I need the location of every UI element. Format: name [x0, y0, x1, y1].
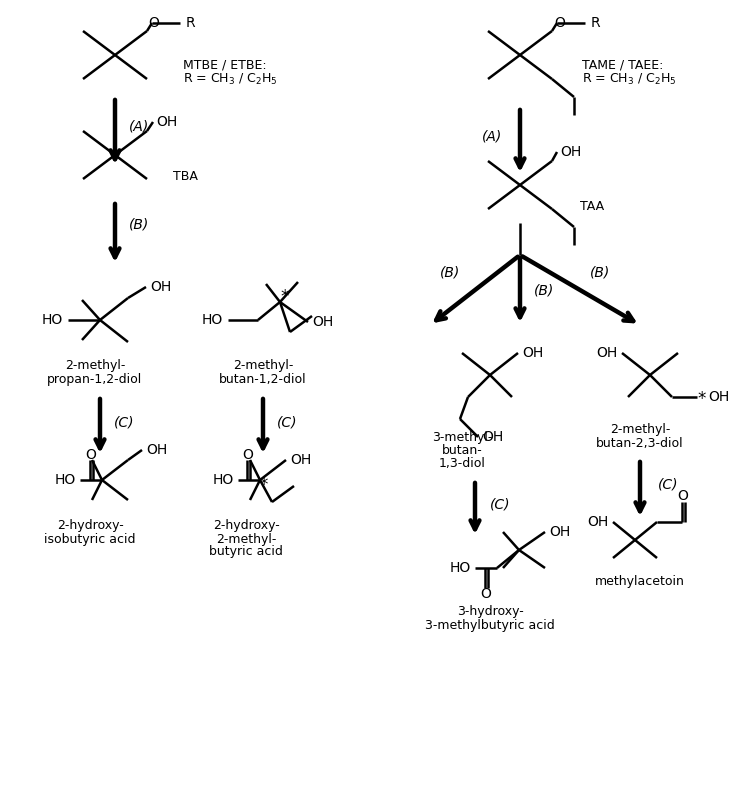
Text: OH: OH	[146, 443, 168, 457]
Text: isobutyric acid: isobutyric acid	[44, 533, 136, 545]
Text: OH: OH	[522, 346, 544, 360]
Text: HO: HO	[54, 473, 76, 487]
Text: OH: OH	[708, 390, 730, 404]
Text: OH: OH	[290, 453, 312, 467]
Text: OH: OH	[560, 145, 582, 159]
Text: (C): (C)	[658, 478, 679, 492]
Text: OH: OH	[482, 430, 504, 444]
Text: O: O	[554, 16, 566, 30]
Text: 2-methyl-: 2-methyl-	[232, 360, 293, 372]
Text: (A): (A)	[129, 120, 149, 134]
Text: 2-methyl-: 2-methyl-	[216, 533, 276, 545]
Text: (A): (A)	[482, 130, 502, 144]
Text: butan-2,3-diol: butan-2,3-diol	[596, 437, 684, 449]
Text: R = CH$_3$ / C$_2$H$_5$: R = CH$_3$ / C$_2$H$_5$	[582, 71, 676, 87]
Text: O: O	[677, 489, 688, 503]
Text: butan-: butan-	[442, 444, 482, 457]
Text: butyric acid: butyric acid	[209, 545, 283, 558]
Text: butan-1,2-diol: butan-1,2-diol	[219, 372, 307, 385]
Text: 2-hydroxy-: 2-hydroxy-	[57, 520, 123, 533]
Text: HO: HO	[212, 473, 234, 487]
Text: methylacetoin: methylacetoin	[595, 575, 685, 589]
Text: 1,3-diol: 1,3-diol	[439, 457, 485, 469]
Text: OH: OH	[150, 280, 172, 294]
Text: 2-methyl-: 2-methyl-	[64, 360, 125, 372]
Text: 3-hydroxy-: 3-hydroxy-	[457, 606, 524, 618]
Text: R = CH$_3$ / C$_2$H$_5$: R = CH$_3$ / C$_2$H$_5$	[183, 71, 278, 87]
Text: 3-methyl-: 3-methyl-	[432, 430, 492, 444]
Text: OH: OH	[596, 346, 618, 360]
Text: (B): (B)	[534, 283, 554, 297]
Text: O: O	[86, 448, 97, 462]
Text: HO: HO	[41, 313, 62, 327]
Text: TAME / TAEE:: TAME / TAEE:	[582, 58, 663, 71]
Text: O: O	[148, 16, 160, 30]
Text: *: *	[280, 288, 290, 306]
Text: OH: OH	[312, 315, 334, 329]
Text: OH: OH	[587, 515, 609, 529]
Text: 3-methylbutyric acid: 3-methylbutyric acid	[425, 618, 555, 631]
Text: TBA: TBA	[173, 171, 198, 183]
Text: (B): (B)	[129, 218, 149, 232]
Text: *: *	[698, 390, 706, 408]
Text: R: R	[590, 16, 600, 30]
Text: (C): (C)	[490, 498, 511, 512]
Text: (B): (B)	[440, 266, 460, 280]
Text: propan-1,2-diol: propan-1,2-diol	[47, 372, 142, 385]
Text: O: O	[242, 448, 254, 462]
Text: 2-hydroxy-: 2-hydroxy-	[213, 520, 279, 533]
Text: (C): (C)	[277, 416, 298, 430]
Text: OH: OH	[156, 115, 178, 129]
Text: (B): (B)	[590, 266, 610, 280]
Text: TAA: TAA	[580, 200, 604, 214]
Text: OH: OH	[549, 525, 571, 539]
Text: (C): (C)	[114, 416, 134, 430]
Text: HO: HO	[201, 313, 223, 327]
Text: O: O	[481, 587, 491, 601]
Text: R: R	[185, 16, 195, 30]
Text: MTBE / ETBE:: MTBE / ETBE:	[183, 58, 267, 71]
Text: 2-methyl-: 2-methyl-	[610, 424, 670, 437]
Text: *: *	[260, 476, 268, 494]
Text: HO: HO	[449, 561, 471, 575]
